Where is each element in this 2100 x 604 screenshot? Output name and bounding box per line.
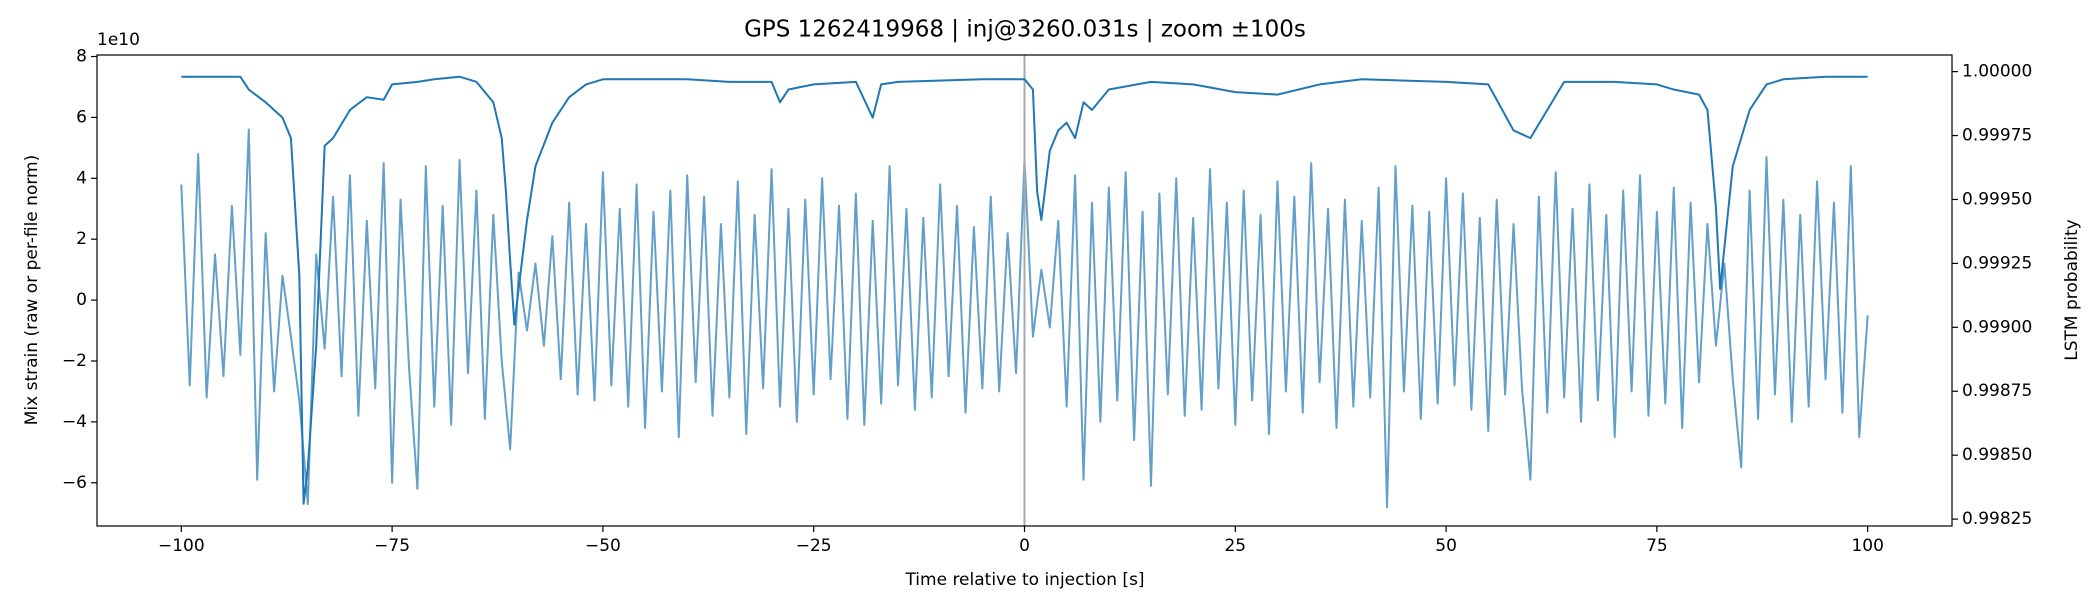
y2-tick-label: 0.99875 bbox=[1962, 381, 2032, 401]
x-tick-label: 0 bbox=[1019, 536, 1030, 556]
y-offset-label: 1e10 bbox=[97, 30, 140, 50]
y2-tick-label: 0.99850 bbox=[1962, 445, 2032, 465]
line-series bbox=[181, 75, 1868, 505]
y-tick-label: −4 bbox=[62, 412, 87, 432]
y-axis-label: Mix strain (raw or per-file norm) bbox=[22, 155, 42, 425]
x-tick-label: −25 bbox=[796, 536, 832, 556]
x-tick-label: 75 bbox=[1646, 536, 1668, 556]
y2-tick-label: 0.99975 bbox=[1962, 126, 2032, 146]
y2-tick-label: 0.99825 bbox=[1962, 509, 2032, 529]
x-tick-label: −50 bbox=[585, 536, 621, 556]
y2-tick-label: 0.99925 bbox=[1962, 253, 2032, 273]
x-tick-label: 25 bbox=[1224, 536, 1246, 556]
x-tick-label: 100 bbox=[1851, 536, 1883, 556]
y-tick-label: 6 bbox=[76, 107, 87, 127]
y2-tick-label: 0.99950 bbox=[1962, 189, 2032, 209]
y-tick-label: −6 bbox=[62, 473, 87, 493]
y2-tick-label: 1.00000 bbox=[1962, 62, 2032, 82]
y-tick-label: 2 bbox=[76, 229, 87, 249]
x-tick-label: −100 bbox=[158, 536, 205, 556]
x-tick-label: −75 bbox=[374, 536, 410, 556]
y2-tick-label: 0.99900 bbox=[1962, 317, 2032, 337]
y-tick-label: −2 bbox=[62, 351, 87, 371]
y-tick-label: 8 bbox=[76, 47, 87, 67]
x-axis-label: Time relative to injection [s] bbox=[904, 570, 1144, 590]
y-tick-label: 4 bbox=[76, 168, 87, 188]
y-tick-label: 0 bbox=[76, 290, 87, 310]
y2-axis-label: LSTM probability bbox=[2062, 219, 2082, 360]
x-tick-label: 50 bbox=[1435, 536, 1457, 556]
plot-frame bbox=[96, 54, 1953, 527]
chart-title: GPS 1262419968 | inj@3260.031s | zoom ±1… bbox=[744, 17, 1306, 43]
